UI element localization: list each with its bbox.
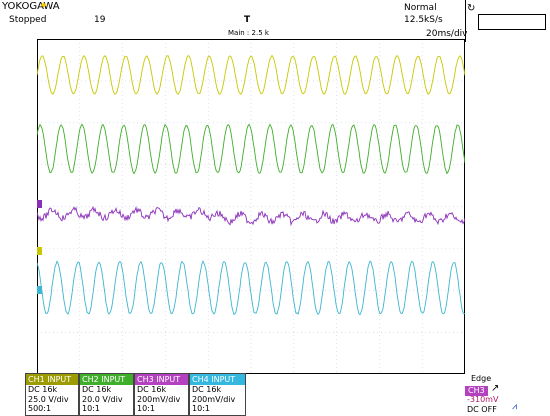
channel-2-trace: [37, 123, 465, 175]
record-length: Main : 2.5 k: [228, 29, 269, 37]
brand-star-icon: ✦: [39, 0, 49, 12]
trigger-level: -310mV: [467, 395, 499, 404]
channel-label: CH3 INPUT: [135, 374, 188, 385]
sample-rate: 12.5kS/s: [404, 15, 443, 25]
trigger-coupling: DC OFF: [467, 405, 497, 414]
channel-label: CH2 INPUT: [80, 374, 133, 385]
noise-filter-icon: ⩘: [512, 402, 518, 412]
waveform-display: [37, 39, 465, 374]
channel-coupling: DC 16k: [28, 385, 58, 394]
channel-coupling: DC 16k: [192, 385, 222, 394]
channel-1-trace: [37, 54, 465, 96]
channel-probe: 10:1: [82, 404, 100, 413]
time-per-division: 20ms/div: [426, 29, 468, 39]
trigger-mode: Normal: [404, 3, 437, 13]
side-panel: [465, 0, 550, 42]
channel-3-info[interactable]: CH3 INPUT DC 16k 200mV/div 10:1: [134, 373, 189, 416]
channel-label: CH4 INPUT: [190, 374, 245, 385]
rising-edge-icon: ↗: [491, 383, 500, 394]
acquisition-status: Stopped: [9, 15, 47, 25]
side-input-box[interactable]: [478, 14, 546, 30]
channel-4-ground-marker: [37, 286, 42, 294]
channel-coupling: DC 16k: [137, 385, 167, 394]
channel-4-info[interactable]: CH4 INPUT DC 16k 200mV/div 10:1: [189, 373, 246, 416]
refresh-icon[interactable]: ↻: [467, 3, 476, 14]
channel-vdiv: 200mV/div: [192, 394, 236, 404]
channel-2-ground-marker: [37, 200, 42, 208]
trigger-source-badge: CH3: [465, 386, 488, 396]
channel-probe: 500:1: [28, 404, 52, 413]
channel-label: CH1 INPUT: [26, 374, 78, 385]
trigger-position-marker: T: [244, 15, 251, 25]
trigger-type: Edge: [471, 374, 492, 383]
channel-vdiv: 200mV/div: [137, 394, 181, 404]
channel-probe: 10:1: [137, 404, 155, 413]
channel-1-info[interactable]: CH1 INPUT DC 16k 25.0 V/div 500:1: [25, 373, 79, 416]
graticule: [37, 39, 465, 374]
channel-probe: 10:1: [192, 404, 210, 413]
channel-coupling: DC 16k: [82, 385, 112, 394]
channel-2-info[interactable]: CH2 INPUT DC 16k 20.0 V/div 10:1: [79, 373, 134, 416]
channel-vdiv: 20.0 V/div: [82, 394, 123, 404]
channel-3-trace: [37, 205, 465, 227]
channel-1-ground-marker: [37, 247, 42, 255]
acquisition-count: 19: [94, 15, 106, 25]
channel-4-trace: [37, 260, 465, 316]
brand-logo: YOKOGAWA: [2, 1, 60, 12]
channel-vdiv: 25.0 V/div: [28, 394, 69, 404]
